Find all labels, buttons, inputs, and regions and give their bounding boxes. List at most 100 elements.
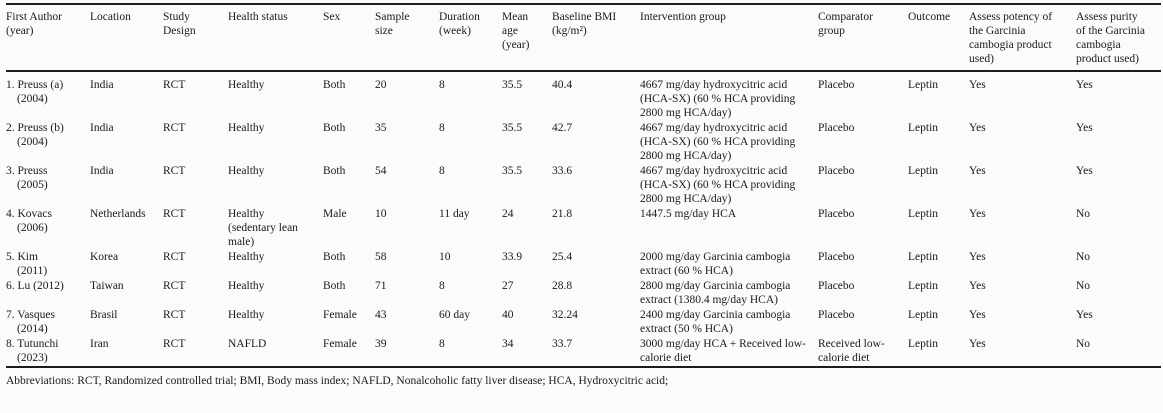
table-row: 3. Preuss (2005) India RCT Healthy Both … (6, 164, 1161, 207)
cell-location: India (90, 165, 114, 177)
cell-comparator-group: Placebo (818, 280, 855, 292)
cell-assess-potency: Yes (969, 165, 986, 177)
cell-assess-potency: Yes (969, 122, 986, 134)
cell-assess-purity: Yes (1076, 165, 1093, 177)
cell-study-design: RCT (163, 79, 186, 91)
col-location: Location (90, 4, 163, 72)
cell-outcome: Leptin (908, 208, 939, 220)
col-study-design: Study Design (163, 4, 228, 72)
cell-duration: 8 (439, 280, 445, 292)
cell-baseline-bmi: 40.4 (552, 79, 573, 91)
cell-assess-potency: Yes (969, 79, 986, 91)
cell-study-design: RCT (163, 338, 186, 350)
cell-intervention-group: 2400 mg/day Garcinia cambogia extract (5… (640, 309, 791, 335)
cell-assess-purity: Yes (1076, 79, 1093, 91)
cell-sample-size: 35 (375, 122, 387, 134)
cell-health-status: Healthy (228, 251, 265, 263)
cell-intervention-group: 3000 mg/day HCA + Received low-calorie d… (640, 338, 806, 364)
cell-intervention-group: 4667 mg/day hydroxycitric acid (HCA-SX) … (640, 122, 796, 162)
cell-duration: 8 (439, 122, 445, 134)
cell-mean-age: 35.5 (502, 79, 523, 91)
cell-outcome: Leptin (908, 122, 939, 134)
cell-assess-purity: No (1076, 280, 1091, 292)
cell-sex: Male (323, 208, 347, 220)
cell-intervention-group: 4667 mg/day hydroxycitric acid (HCA-SX) … (640, 165, 796, 205)
cell-duration: 60 day (439, 309, 470, 321)
cell-assess-potency: Yes (969, 208, 986, 220)
cell-outcome: Leptin (908, 338, 939, 350)
cell-sex: Female (323, 338, 357, 350)
cell-location: Taiwan (90, 280, 124, 292)
cell-location: Brasil (90, 309, 118, 321)
cell-first-author: 7. Vasques (2014) (6, 309, 55, 335)
cell-comparator-group: Placebo (818, 251, 855, 263)
cell-health-status: Healthy (228, 165, 265, 177)
cell-duration: 11 day (439, 208, 470, 220)
cell-first-author: 4. Kovacs (2006) (6, 208, 52, 234)
cell-first-author: 8. Tutunchi (2023) (6, 338, 59, 364)
cell-outcome: Leptin (908, 165, 939, 177)
cell-mean-age: 35.5 (502, 122, 523, 134)
col-outcome: Outcome (908, 4, 969, 72)
col-sex: Sex (323, 4, 375, 72)
cell-mean-age: 34 (502, 338, 514, 350)
cell-study-design: RCT (163, 280, 186, 292)
cell-intervention-group: 2000 mg/day Garcinia cambogia extract (6… (640, 251, 791, 277)
cell-mean-age: 40 (502, 309, 514, 321)
cell-comparator-group: Received low-calorie diet (818, 338, 885, 364)
cell-intervention-group: 1447.5 mg/day HCA (640, 208, 737, 220)
col-assess-potency: Assess potency of the Garcinia cambogia … (969, 4, 1076, 72)
cell-assess-purity: Yes (1076, 122, 1093, 134)
cell-sample-size: 71 (375, 280, 387, 292)
cell-first-author: 5. Kim (2011) (6, 251, 48, 277)
cell-health-status: Healthy (228, 280, 265, 292)
cell-duration: 8 (439, 79, 445, 91)
cell-location: Korea (90, 251, 119, 263)
cell-sex: Both (323, 165, 346, 177)
cell-assess-potency: Yes (969, 251, 986, 263)
cell-first-author: 6. Lu (2012) (6, 280, 64, 292)
cell-health-status: Healthy (228, 79, 265, 91)
cell-study-design: RCT (163, 309, 186, 321)
cell-comparator-group: Placebo (818, 208, 855, 220)
col-comparator-group: Comparator group (818, 4, 908, 72)
header-row: First Author (year) Location Study Desig… (6, 4, 1161, 72)
cell-baseline-bmi: 33.6 (552, 165, 573, 177)
cell-location: Netherlands (90, 208, 146, 220)
cell-health-status: Healthy (228, 122, 265, 134)
cell-health-status: NAFLD (228, 338, 267, 350)
cell-study-design: RCT (163, 122, 186, 134)
cell-mean-age: 24 (502, 208, 514, 220)
cell-first-author: 3. Preuss (2005) (6, 165, 48, 191)
cell-location: India (90, 79, 114, 91)
col-first-author: First Author (year) (6, 4, 90, 72)
cell-outcome: Leptin (908, 309, 939, 321)
cell-sample-size: 58 (375, 251, 387, 263)
cell-study-design: RCT (163, 251, 186, 263)
cell-outcome: Leptin (908, 79, 939, 91)
col-health-status: Health status (228, 4, 323, 72)
table-row: 8. Tutunchi (2023) Iran RCT NAFLD Female… (6, 337, 1161, 367)
cell-sex: Female (323, 309, 357, 321)
cell-duration: 8 (439, 338, 445, 350)
table-row: 5. Kim (2011) Korea RCT Healthy Both 58 … (6, 250, 1161, 279)
cell-sex: Both (323, 280, 346, 292)
col-mean-age: Mean age (year) (502, 4, 552, 72)
cell-baseline-bmi: 42.7 (552, 122, 573, 134)
cell-outcome: Leptin (908, 280, 939, 292)
cell-duration: 10 (439, 251, 451, 263)
studies-table: First Author (year) Location Study Desig… (6, 3, 1161, 368)
cell-mean-age: 33.9 (502, 251, 523, 263)
cell-intervention-group: 2800 mg/day Garcinia cambogia extract (1… (640, 280, 791, 306)
cell-outcome: Leptin (908, 251, 939, 263)
table-row: 4. Kovacs (2006) Netherlands RCT Healthy… (6, 207, 1161, 250)
cell-sample-size: 20 (375, 79, 387, 91)
cell-mean-age: 27 (502, 280, 514, 292)
cell-location: India (90, 122, 114, 134)
cell-sex: Both (323, 122, 346, 134)
cell-mean-age: 35.5 (502, 165, 523, 177)
cell-comparator-group: Placebo (818, 165, 855, 177)
table-body: 1. Preuss (a) (2004) India RCT Healthy B… (6, 71, 1161, 367)
cell-assess-potency: Yes (969, 309, 986, 321)
